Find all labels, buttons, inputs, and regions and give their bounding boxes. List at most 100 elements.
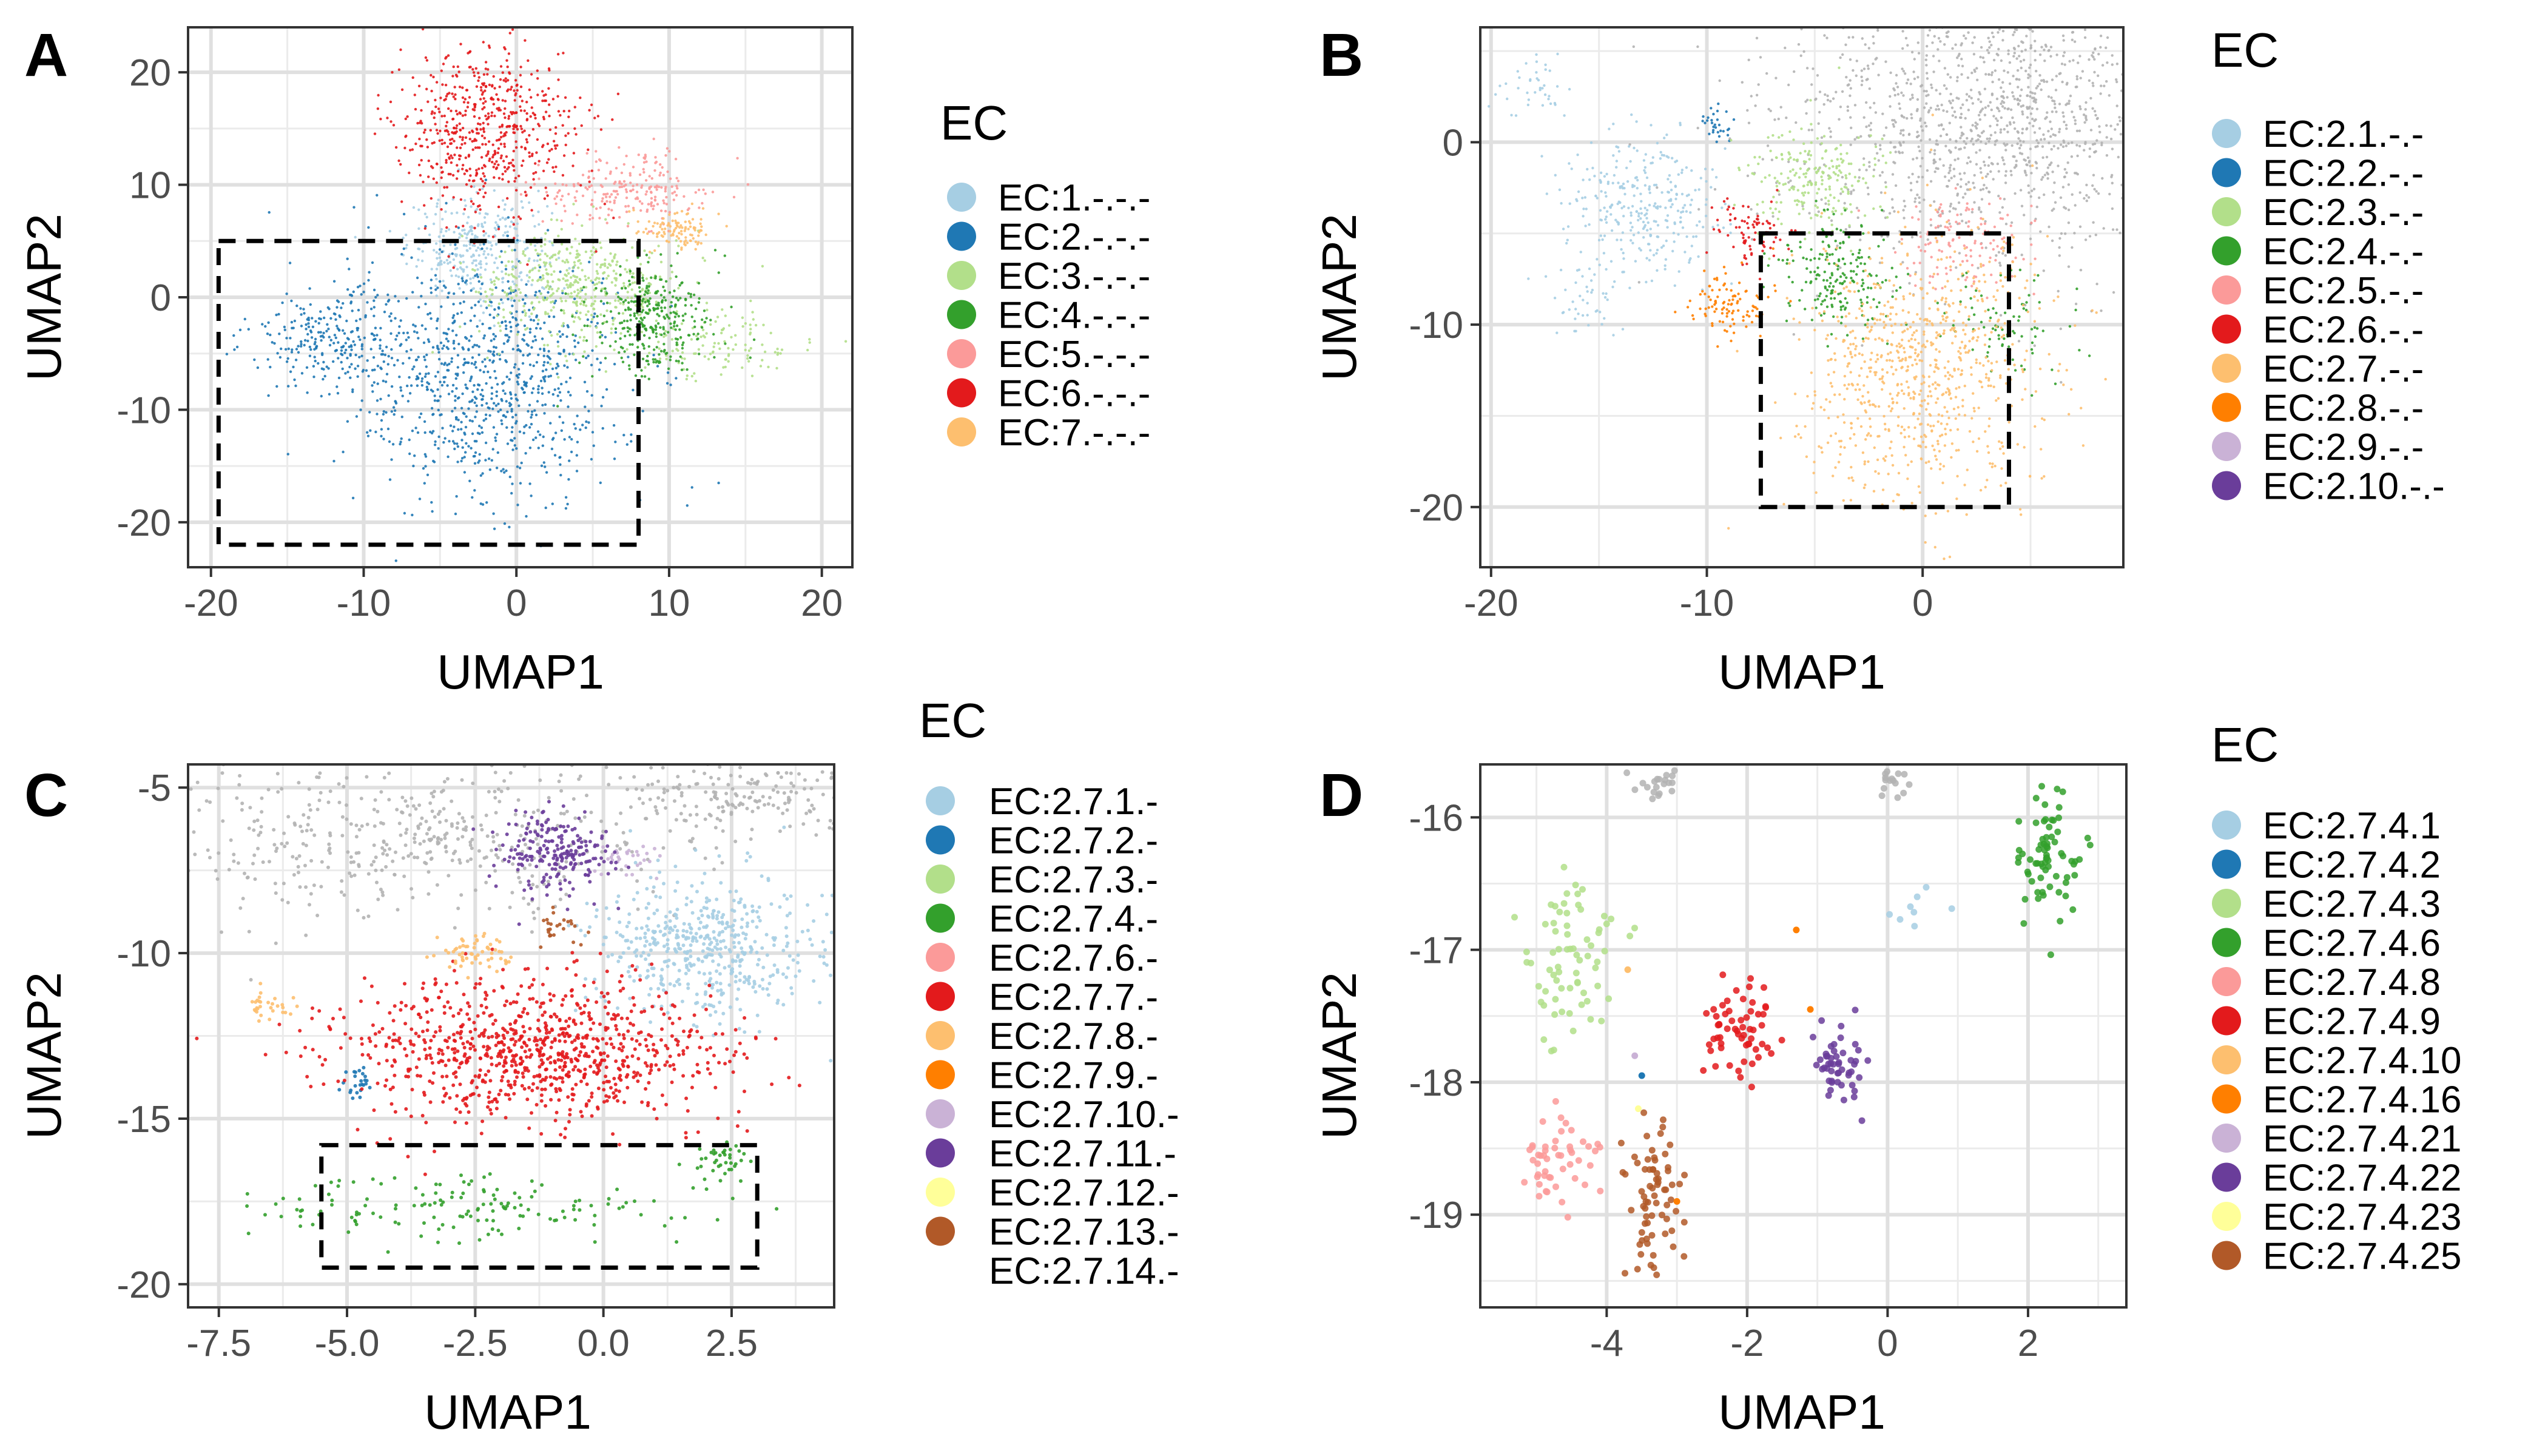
- data-point: [558, 278, 561, 281]
- data-point: [550, 334, 553, 337]
- data-point: [464, 156, 467, 160]
- data-point: [537, 318, 540, 322]
- data-point: [517, 288, 521, 291]
- data-point: [2300, 46, 2303, 48]
- data-point: [1969, 140, 1973, 143]
- data-point: [761, 343, 764, 346]
- data-point: [1648, 243, 1651, 246]
- data-point: [537, 447, 540, 450]
- data-point: [636, 346, 639, 349]
- data-point: [531, 152, 534, 155]
- data-point: [696, 332, 699, 335]
- data-point: [1721, 206, 1724, 209]
- data-point: [564, 261, 567, 264]
- data-point: [474, 451, 477, 454]
- data-point: [2026, 116, 2029, 119]
- data-point: [514, 393, 517, 396]
- data-point: [553, 270, 556, 273]
- data-point: [451, 174, 455, 177]
- data-point: [457, 283, 460, 286]
- data-point: [379, 347, 382, 350]
- data-point: [539, 292, 542, 295]
- data-point: [751, 311, 754, 314]
- data-point: [1913, 77, 1916, 81]
- data-point: [491, 155, 494, 159]
- data-point: [633, 312, 636, 315]
- data-point: [608, 345, 612, 348]
- data-point: [545, 268, 548, 271]
- data-point: [572, 274, 575, 277]
- data-point: [495, 390, 498, 393]
- data-point: [1812, 67, 1815, 70]
- data-point: [530, 375, 533, 378]
- data-point: [2093, 150, 2096, 153]
- data-point: [445, 226, 448, 229]
- data-point: [1966, 136, 1969, 140]
- data-point: [1978, 93, 1981, 96]
- data-point: [1787, 181, 1790, 184]
- data-point: [1805, 67, 1809, 70]
- data-point: [484, 417, 488, 420]
- data-point: [475, 85, 479, 88]
- data-point: [532, 308, 535, 311]
- data-point: [520, 127, 523, 130]
- data-point: [659, 171, 662, 175]
- data-point: [522, 305, 525, 308]
- data-point: [300, 340, 303, 343]
- data-point: [1932, 55, 1935, 58]
- data-point: [337, 341, 340, 344]
- data-point: [451, 157, 454, 160]
- data-point: [1933, 170, 1936, 174]
- data-point: [494, 335, 497, 338]
- data-point: [2118, 231, 2122, 235]
- data-point: [614, 196, 618, 199]
- data-point: [456, 312, 459, 315]
- data-point: [1998, 20, 2000, 22]
- data-point: [1948, 222, 1951, 225]
- data-point: [399, 48, 402, 52]
- data-point: [479, 298, 482, 301]
- data-point: [1872, 42, 1875, 45]
- data-point: [557, 387, 560, 390]
- data-point: [504, 272, 508, 275]
- data-point: [519, 261, 522, 265]
- data-point: [477, 461, 480, 464]
- data-point: [2035, 87, 2038, 90]
- data-point: [1946, 73, 1949, 76]
- data-point: [682, 341, 685, 344]
- data-point: [430, 73, 433, 77]
- data-point: [551, 393, 554, 396]
- data-point: [2052, 207, 2055, 211]
- data-point: [468, 243, 471, 246]
- data-point: [306, 339, 309, 343]
- data-point: [510, 371, 513, 374]
- data-point: [456, 164, 459, 167]
- data-point: [430, 165, 433, 168]
- data-point: [698, 206, 701, 209]
- data-point: [2076, 172, 2079, 176]
- data-point: [1844, 43, 1847, 47]
- data-point: [1953, 7, 1955, 10]
- data-point: [408, 171, 411, 175]
- data-point: [724, 314, 727, 317]
- data-point: [645, 190, 649, 193]
- data-point: [627, 330, 630, 333]
- data-point: [507, 297, 510, 301]
- data-point: [1976, 123, 1979, 126]
- data-point: [433, 116, 436, 120]
- data-point: [542, 435, 545, 439]
- data-point: [1656, 186, 1659, 189]
- data-point: [451, 322, 454, 325]
- data-point: [2073, 40, 2077, 43]
- data-point: [514, 126, 517, 129]
- data-point: [404, 117, 407, 121]
- data-point: [1799, 54, 1802, 58]
- data-point: [380, 353, 383, 356]
- data-point: [1961, 220, 1964, 223]
- data-point: [642, 344, 645, 347]
- data-point: [1947, 30, 1950, 33]
- data-point: [2015, 28, 2018, 32]
- data-point: [579, 311, 582, 314]
- data-point: [1704, 167, 1707, 170]
- data-point: [591, 375, 594, 378]
